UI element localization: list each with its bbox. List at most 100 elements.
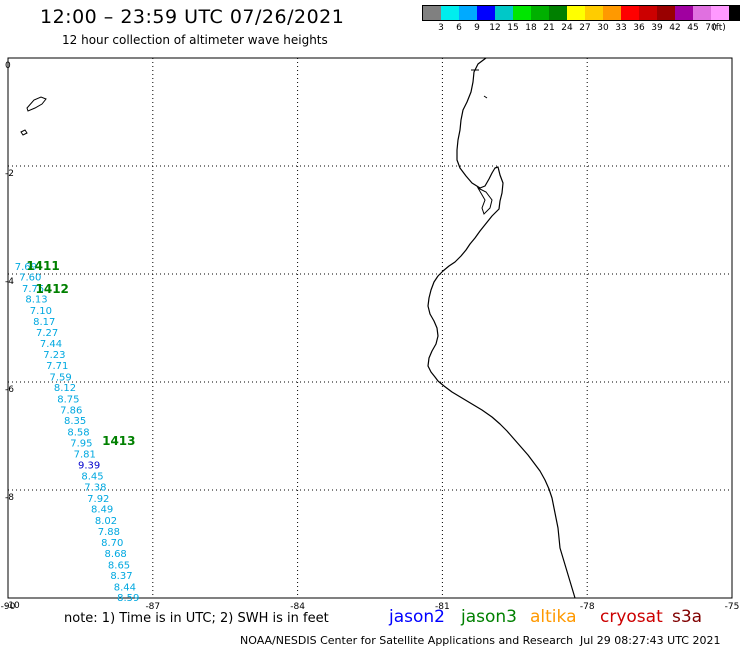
legend-label: 70 xyxy=(705,23,717,33)
legend-swatch xyxy=(423,6,441,20)
wave-height-reading: 7.59 xyxy=(50,372,72,383)
legend-swatch xyxy=(693,6,711,20)
legend-label: 12 xyxy=(489,23,501,33)
wave-height-reading: 8.65 xyxy=(108,560,130,571)
legend-swatch xyxy=(675,6,693,20)
coastline xyxy=(20,57,576,599)
longitude-tick-label: -87 xyxy=(145,602,160,612)
satellite-legend-altika: altika xyxy=(530,607,577,627)
legend-swatch xyxy=(657,6,675,20)
longitude-tick-label: -90 xyxy=(1,602,16,612)
wave-height-reading: 8.35 xyxy=(64,416,86,427)
map-grid xyxy=(7,57,733,599)
wave-height-reading: 7.38 xyxy=(84,483,106,494)
legend-swatch xyxy=(711,6,729,20)
generated-timestamp: Jul 29 08:27:43 UTC 2021 xyxy=(580,634,721,647)
latitude-tick-label: -2 xyxy=(5,169,14,179)
wave-height-reading: 8.17 xyxy=(33,317,55,328)
latitude-tick-label: 0 xyxy=(5,61,11,71)
credit-text: NOAA/NESDIS Center for Satellite Applica… xyxy=(240,634,574,647)
wave-height-reading: 8.13 xyxy=(25,295,47,306)
legend-label: 36 xyxy=(633,23,645,33)
wave-height-reading: 9.39 xyxy=(78,460,100,471)
legend-label: 30 xyxy=(597,23,609,33)
wave-height-reading: 8.45 xyxy=(81,472,103,483)
legend-swatch xyxy=(639,6,657,20)
legend-label: 18 xyxy=(525,23,537,33)
legend-swatch xyxy=(621,6,639,20)
galapagos-islet xyxy=(20,129,28,136)
wave-height-reading: 7.92 xyxy=(87,494,109,505)
latitude-tick-label: -10 xyxy=(5,601,20,611)
wave-height-reading: 8.12 xyxy=(54,383,76,394)
legend-swatch xyxy=(477,6,495,20)
satellite-legend-cryosat: cryosat xyxy=(600,607,663,627)
wave-height-reading: 7.27 xyxy=(36,328,58,339)
axis-tick-labels: -90 -87 -84 -81 -78 -75 0 -2 -4 -6 -8 -10 xyxy=(1,61,740,612)
footer-note: note: 1) Time is in UTC; 2) SWH is in fe… xyxy=(64,611,329,626)
map-title: 12:00 – 23:59 UTC 07/26/2021 xyxy=(40,6,345,28)
satellite-legend-s3a: s3a xyxy=(672,607,703,627)
legend-swatch xyxy=(567,6,585,20)
wave-height-reading: 8.49 xyxy=(91,505,113,516)
wave-height-reading: 7.60 xyxy=(19,272,41,283)
wave-height-reading: 8.44 xyxy=(114,582,136,593)
legend-swatch xyxy=(513,6,531,20)
satellite-legend-jason3: jason3 xyxy=(461,607,517,627)
legend-swatch xyxy=(603,6,621,20)
track-time-label: 1412 xyxy=(36,282,69,296)
wave-height-reading: 8.68 xyxy=(105,549,127,560)
legend-label: 27 xyxy=(579,23,591,33)
legend-swatch xyxy=(549,6,567,20)
legend-label: 3 xyxy=(438,23,444,33)
latitude-tick-label: -6 xyxy=(5,385,14,395)
legend-label: 24 xyxy=(561,23,573,33)
wave-height-reading: 7.81 xyxy=(74,450,96,461)
legend-swatch xyxy=(531,6,549,20)
wave-height-reading: 7.86 xyxy=(60,405,82,416)
latitude-tick-label: -8 xyxy=(5,493,14,503)
legend-swatch xyxy=(585,6,603,20)
wave-height-reading: 8.37 xyxy=(110,571,132,582)
legend-label: 45 xyxy=(687,23,699,33)
satellite-legend-jason2: jason2 xyxy=(389,607,445,627)
legend-labels: 3 6 9 12 15 18 21 24 27 30 33 36 39 42 45 70 (ft) xyxy=(422,23,740,35)
legend-label: 9 xyxy=(474,23,480,33)
wave-height-reading: 8.59 xyxy=(117,593,139,604)
legend-swatches xyxy=(422,5,740,21)
wave-height-reading: 7.71 xyxy=(46,361,68,372)
track-time-label: 1413 xyxy=(102,434,135,448)
wave-height-reading: 7.23 xyxy=(43,350,65,361)
legend-label: 39 xyxy=(651,23,663,33)
map-subtitle: 12 hour collection of altimeter wave hei… xyxy=(62,33,328,47)
latitude-tick-label: -4 xyxy=(5,277,14,287)
legend-label: 21 xyxy=(543,23,555,33)
longitude-tick-label: -75 xyxy=(725,602,740,612)
map-frame xyxy=(7,57,733,599)
wave-height-reading: 7.69 xyxy=(15,262,37,273)
legend-swatch xyxy=(441,6,459,20)
coast-spur xyxy=(483,95,488,99)
legend-swatch xyxy=(459,6,477,20)
wave-height-reading: 7.10 xyxy=(30,306,52,317)
wave-height-reading: 7.44 xyxy=(40,339,62,350)
wave-height-reading: 8.02 xyxy=(95,516,117,527)
legend-swatch xyxy=(729,6,740,20)
wave-height-reading: 8.70 xyxy=(101,538,123,549)
legend-label: 33 xyxy=(615,23,627,33)
longitude-tick-label: -81 xyxy=(435,602,450,612)
color-scale-legend: 3 6 9 12 15 18 21 24 27 30 33 36 39 42 45 70 (ft) xyxy=(422,5,740,35)
wave-height-reading: 8.58 xyxy=(67,427,89,438)
wave-height-reading: 7.95 xyxy=(70,438,92,449)
legend-label: 42 xyxy=(669,23,681,33)
galapagos-island xyxy=(26,96,47,112)
wave-height-reading: 8.75 xyxy=(57,395,79,406)
longitude-tick-label: -78 xyxy=(580,602,595,612)
satellite-track: 7.697.607.758.137.108.177.277.447.237.71… xyxy=(15,259,140,604)
puna-island xyxy=(476,186,493,215)
legend-unit: (ft) xyxy=(712,23,726,33)
legend-label: 15 xyxy=(507,23,519,33)
track-time-label: 1411 xyxy=(26,259,59,273)
